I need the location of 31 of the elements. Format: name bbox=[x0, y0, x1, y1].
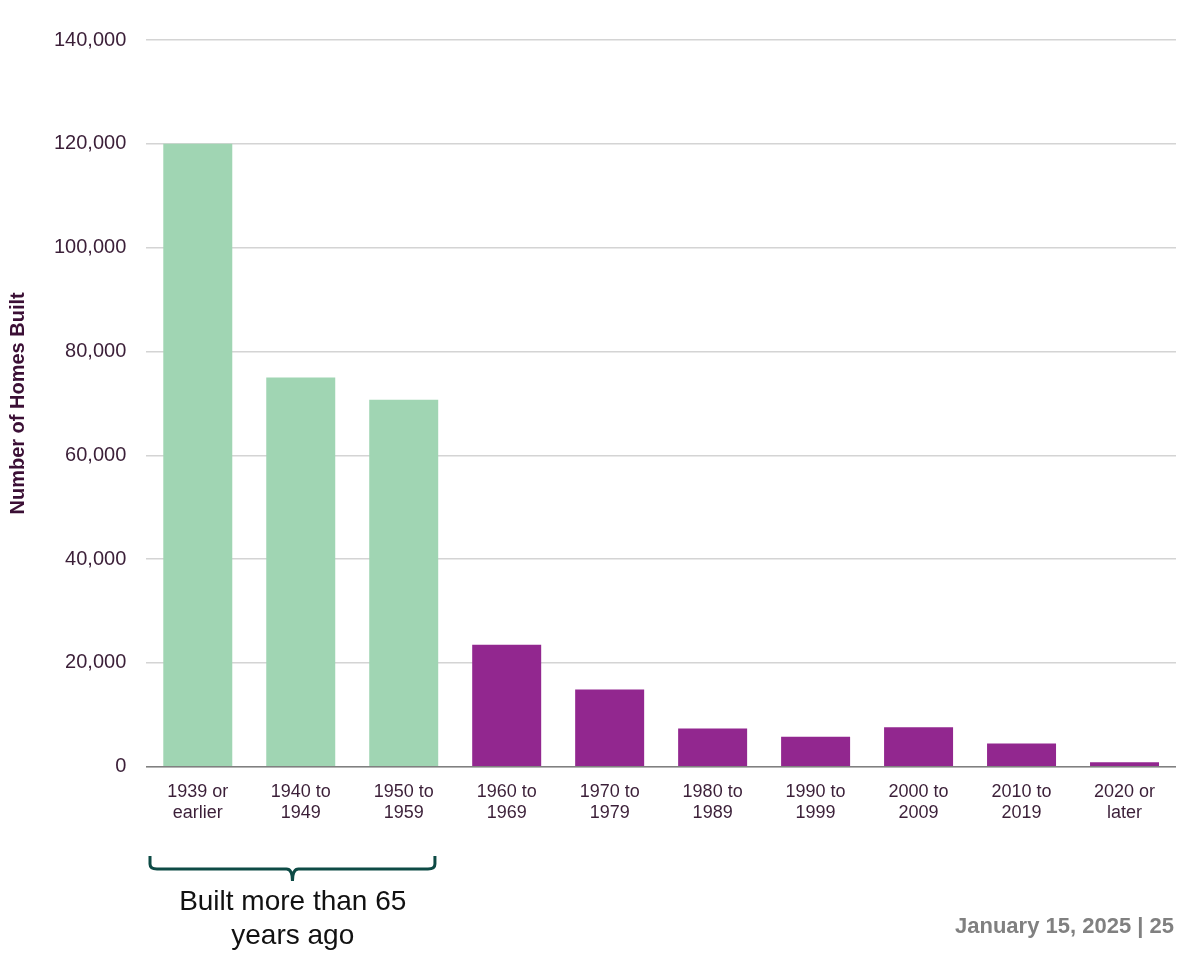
bar bbox=[163, 143, 233, 767]
bar bbox=[472, 644, 542, 767]
x-tick-label: 1980 to 1989 bbox=[682, 780, 743, 823]
x-tick-label: 1950 to 1959 bbox=[373, 780, 434, 823]
x-tick-label: 1960 to 1969 bbox=[476, 780, 537, 823]
y-tick-label: 100,000 bbox=[54, 235, 127, 258]
text: January 15, 2025 | 25 bbox=[955, 913, 1174, 939]
bar bbox=[575, 689, 645, 767]
x-tick-label: 1939 or earlier bbox=[167, 780, 229, 823]
bar bbox=[678, 728, 748, 767]
bar bbox=[266, 377, 336, 767]
x-tick-label: 2020 or later bbox=[1093, 780, 1156, 823]
bar bbox=[987, 743, 1057, 767]
y-tick-label: 40,000 bbox=[65, 546, 127, 569]
text: Built more than 65 years ago bbox=[178, 884, 408, 952]
y-tick-label: 60,000 bbox=[65, 442, 127, 465]
bar bbox=[1090, 762, 1160, 767]
y-tick-label: 140,000 bbox=[54, 27, 127, 50]
bar bbox=[369, 399, 439, 767]
x-tick-label: 2010 to 2019 bbox=[991, 780, 1052, 823]
y-tick-label: 0 bbox=[115, 754, 127, 777]
bar bbox=[781, 736, 851, 767]
x-tick-label: 2000 to 2009 bbox=[888, 780, 949, 823]
y-tick-label: 120,000 bbox=[54, 131, 127, 154]
y-tick-label: 20,000 bbox=[65, 650, 127, 673]
bar bbox=[884, 727, 954, 767]
y-axis-title: Number of Homes Built bbox=[5, 291, 28, 515]
x-tick-label: 1940 to 1949 bbox=[270, 780, 331, 823]
x-tick-label: 1990 to 1999 bbox=[785, 780, 846, 823]
y-tick-label: 80,000 bbox=[65, 339, 127, 361]
x-tick-label: 1970 to 1979 bbox=[579, 780, 640, 823]
